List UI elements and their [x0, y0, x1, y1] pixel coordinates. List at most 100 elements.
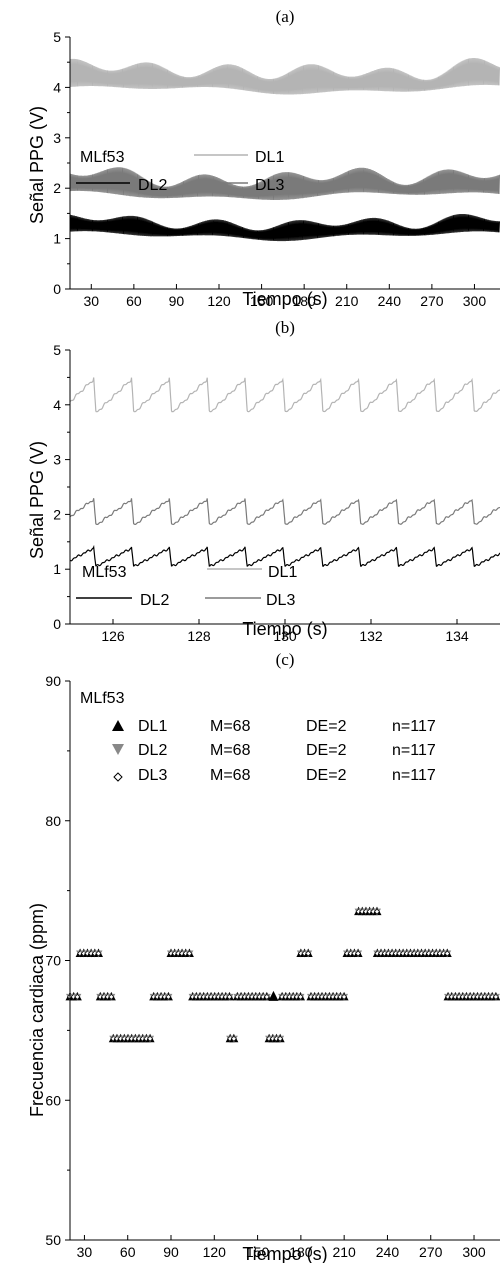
c-point-dl3 — [186, 950, 193, 957]
a-x-tick-label: 150 — [250, 293, 274, 309]
c-legend: MLf53 DL1 M=68 DE=2 n=117 DL2 M=68 DE=2 … — [80, 690, 436, 784]
panel-b: (b) Señal PPG (V) Tiempo (s) 126 128 130 13… — [27, 318, 500, 644]
a-x-tick-label: 240 — [378, 293, 402, 309]
c-axis-ticks: 30 60 90 120 150 180 210 240 270 300 50 60 70 80 90 — [45, 673, 485, 1260]
b-series-dl3 — [69, 498, 500, 526]
b-subject-label: MLf53 — [82, 564, 127, 581]
b-x-tick-label: 132 — [359, 628, 383, 644]
c-y-tick-label: 60 — [45, 1092, 61, 1108]
a-x-tick-label: 30 — [83, 293, 99, 309]
b-series-lines — [69, 377, 500, 568]
c-point-dl3 — [74, 993, 81, 1000]
c-point-dl3 — [108, 993, 115, 1000]
panel-label-a: (a) — [276, 7, 295, 26]
c-point-dl3 — [263, 993, 270, 1000]
c-x-tick-label: 150 — [246, 1244, 270, 1260]
c-x-tick-label: 60 — [120, 1244, 136, 1260]
c-y-tick-label: 70 — [45, 953, 61, 969]
c-legend-mean-dl1: M=68 — [210, 718, 251, 735]
c-x-tick-label: 210 — [332, 1244, 356, 1260]
c-x-tick-label: 180 — [289, 1244, 313, 1260]
a-x-tick-label: 60 — [126, 293, 142, 309]
c-point-dl3 — [444, 950, 451, 957]
c-y-tick-label: 80 — [45, 813, 61, 829]
b-x-tick-label: 130 — [273, 628, 297, 644]
c-legend-marker-dl1 — [112, 720, 124, 731]
a-legend-label-dl3: DL3 — [255, 177, 284, 194]
y-axis-label-c: Frecuencia cardiaca (ppm) — [27, 903, 47, 1117]
a-y-tick-label: 0 — [53, 281, 61, 297]
panel-c: (c) Frecuencia cardiaca (ppm) Tiempo (s)… — [27, 650, 500, 1263]
a-axis-ticks: 30 60 90 120 150 180 210 240 270 300 0 1 2 3 4 5 — [53, 29, 486, 309]
b-y-tick-label: 3 — [53, 452, 61, 468]
a-y-tick-label: 1 — [53, 231, 61, 247]
c-x-tick-label: 240 — [376, 1244, 400, 1260]
a-x-tick-label: 90 — [169, 293, 185, 309]
a-series-dl2 — [69, 213, 500, 242]
a-y-tick-label: 2 — [53, 180, 61, 196]
c-legend-n-dl1: n=117 — [392, 718, 436, 735]
b-y-tick-label: 4 — [53, 397, 61, 413]
b-legend-label-dl1: DL1 — [268, 564, 297, 581]
a-y-tick-label: 4 — [53, 79, 61, 95]
y-axis-label-b: Señal PPG (V) — [27, 441, 47, 559]
c-point-dl3 — [341, 993, 348, 1000]
b-x-tick-label: 126 — [101, 628, 125, 644]
c-x-tick-label: 300 — [462, 1244, 486, 1260]
b-series-dl1 — [69, 377, 500, 413]
b-x-tick-label: 128 — [187, 628, 211, 644]
c-point-dl3 — [277, 1035, 284, 1042]
c-point-dl3 — [165, 993, 172, 1000]
c-point-dl3 — [226, 993, 233, 1000]
b-y-tick-label: 1 — [53, 561, 61, 577]
c-x-tick-label: 90 — [163, 1244, 179, 1260]
c-legend-name-dl1: DL1 — [138, 718, 167, 735]
c-point-dl3 — [355, 950, 362, 957]
b-axis-ticks: 126 128 130 132 134 0 1 2 3 4 5 — [53, 342, 469, 644]
c-legend-n-dl3: n=117 — [392, 767, 436, 784]
c-subject-label: MLf53 — [80, 690, 125, 707]
b-y-tick-label: 2 — [53, 506, 61, 522]
c-point-dl3 — [230, 1035, 237, 1042]
c-x-tick-label: 270 — [419, 1244, 443, 1260]
c-point-dl3 — [95, 950, 102, 957]
a-x-tick-label: 180 — [292, 293, 316, 309]
a-subject-label: MLf53 — [80, 149, 125, 166]
c-scatter-points — [65, 906, 500, 1043]
panel-label-c: (c) — [276, 650, 295, 669]
c-y-tick-label: 90 — [45, 673, 61, 689]
c-legend-name-dl2: DL2 — [138, 742, 167, 759]
b-x-tick-label: 134 — [445, 628, 469, 644]
c-point-dl3 — [492, 993, 499, 1000]
b-legend: MLf53 DL1 DL2 DL3 — [76, 564, 297, 609]
a-x-tick-label: 270 — [420, 293, 444, 309]
c-legend-sd-dl2: DE=2 — [306, 742, 347, 759]
x-axis-label-a: Tiempo (s) — [242, 289, 327, 309]
c-legend-name-dl3: DL3 — [138, 767, 167, 784]
c-legend-sd-dl3: DE=2 — [306, 767, 347, 784]
a-x-tick-label: 300 — [463, 293, 487, 309]
c-point-dl3 — [305, 950, 312, 957]
c-y-tick-label: 50 — [45, 1232, 61, 1248]
y-axis-label-a: Señal PPG (V) — [27, 106, 47, 224]
b-y-tick-label: 5 — [53, 342, 61, 358]
panel-a: (a) Señal PPG (V) Tiempo (s) 30 60 90 120 15… — [27, 7, 500, 309]
a-legend: MLf53 DL1 DL2 DL3 — [76, 149, 284, 194]
b-series-dl2 — [69, 544, 500, 568]
c-legend-marker-dl2 — [112, 744, 124, 755]
c-legend-marker-dl3 — [113, 772, 123, 782]
c-point-dl3 — [147, 1035, 154, 1042]
c-point-dl3 — [373, 908, 380, 915]
a-series-dl3 — [69, 167, 500, 201]
a-x-tick-label: 120 — [207, 293, 231, 309]
c-x-tick-label: 120 — [203, 1244, 227, 1260]
x-axis-label-c: Tiempo (s) — [242, 1244, 327, 1263]
b-legend-label-dl3: DL3 — [266, 592, 295, 609]
a-series-dl1 — [69, 57, 500, 95]
c-legend-n-dl2: n=117 — [392, 742, 436, 759]
c-point-dl3 — [297, 993, 304, 1000]
c-x-tick-label: 30 — [77, 1244, 93, 1260]
b-legend-label-dl2: DL2 — [140, 592, 169, 609]
a-legend-label-dl1: DL1 — [255, 149, 284, 166]
